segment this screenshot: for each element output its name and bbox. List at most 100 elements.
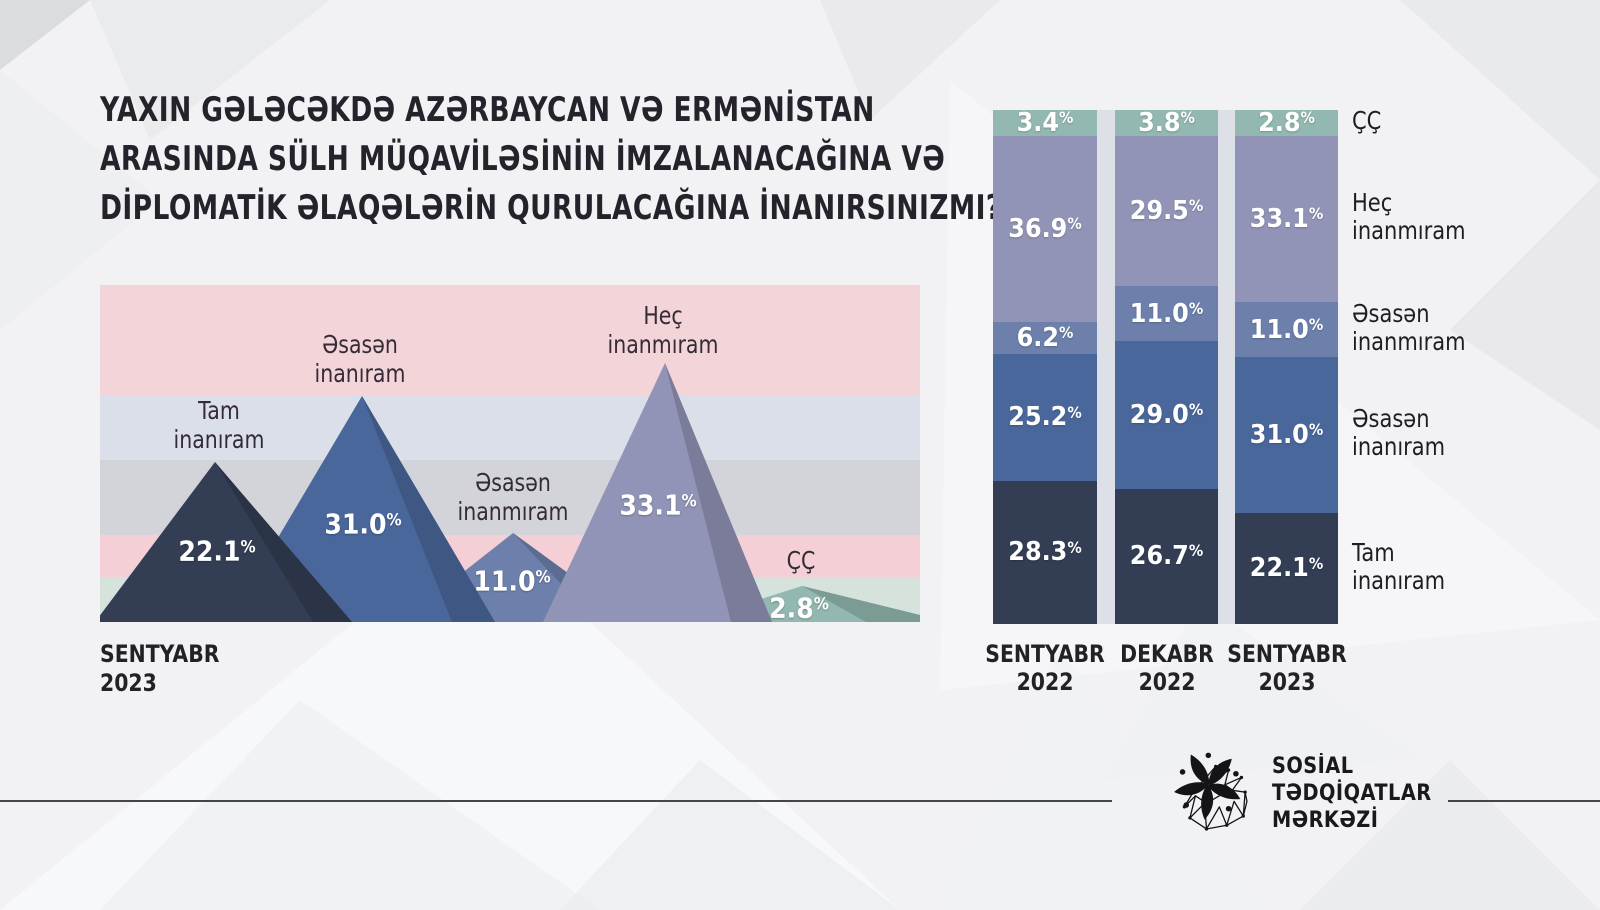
org-logo-icon bbox=[1174, 752, 1248, 831]
mountain-chart-plot bbox=[100, 285, 920, 622]
segment-value-label: 11.0% bbox=[1239, 315, 1334, 345]
segment-value-label: 3.4% bbox=[997, 108, 1093, 138]
segment-value-label: 26.7% bbox=[1119, 541, 1214, 571]
segment-value-number: 26.7 bbox=[1129, 541, 1189, 572]
segment-value-number: 3.8 bbox=[1138, 108, 1181, 138]
segment-value-number: 36.9 bbox=[1008, 214, 1068, 245]
percent-sign: % bbox=[1308, 315, 1324, 334]
footer-rule-right bbox=[1448, 800, 1600, 802]
segment-value-number: 28.3 bbox=[1008, 537, 1068, 568]
bar-axis-label-1-line2: 2022 bbox=[1138, 668, 1195, 696]
mountain-shapes bbox=[100, 363, 920, 622]
legend-line: inanıram bbox=[1352, 565, 1446, 595]
percent-sign: % bbox=[1059, 324, 1074, 343]
bar-dekabr-2022: 3.8% 29.5% 11.0% 29.0% 26.7% bbox=[1115, 108, 1218, 624]
legend-line: Tam bbox=[1352, 537, 1395, 567]
segment-hec-inanmiram: 29.5% bbox=[1115, 136, 1218, 286]
org-name-line3: MƏRKƏZİ bbox=[1272, 808, 1379, 833]
bar-axis-label-1-line1: DEKABR bbox=[1119, 640, 1214, 668]
legend-item-cc: ÇÇ bbox=[1352, 107, 1381, 135]
segment-value-label: 3.8% bbox=[1119, 108, 1214, 138]
segment-value-label: 6.2% bbox=[997, 323, 1093, 353]
segment-value-number: 33.1 bbox=[1249, 204, 1309, 235]
percent-sign: % bbox=[1308, 554, 1324, 573]
segment-value-label: 36.9% bbox=[997, 214, 1093, 244]
bar-gap-0 bbox=[1097, 110, 1115, 624]
org-name: SOSİAL TƏDQİQATLAR MƏRKƏZİ bbox=[1272, 753, 1432, 834]
percent-sign: % bbox=[1308, 205, 1324, 224]
legend-item-hec-inanmiram: Heç inanmıram bbox=[1352, 189, 1466, 245]
segment-value-label: 29.5% bbox=[1119, 196, 1214, 226]
segment-value-number: 29.0 bbox=[1129, 399, 1189, 430]
percent-sign: % bbox=[1188, 542, 1204, 561]
segment-value-label: 29.0% bbox=[1119, 400, 1214, 430]
mountain-tam-inaniram-shade bbox=[215, 462, 352, 622]
legend-item-esasen-inanmiram: Əsasən inanmıram bbox=[1352, 298, 1466, 356]
segment-tam-inaniram: 28.3% bbox=[993, 481, 1097, 624]
segment-value-number: 31.0 bbox=[1249, 420, 1309, 451]
segment-esasen-inaniram: 29.0% bbox=[1115, 341, 1218, 489]
legend-item-esasen-inaniram: Əsasən inanıram bbox=[1352, 405, 1445, 461]
segment-cc: 3.8% bbox=[1115, 108, 1218, 138]
bar-sentyabr-2022: 3.4% 36.9% 6.2% 25.2% 28.3% bbox=[993, 108, 1097, 624]
segment-hec-inanmiram: 33.1% bbox=[1235, 136, 1338, 303]
legend-item-tam-inaniram: Tam inanıram bbox=[1352, 537, 1446, 595]
percent-sign: % bbox=[1188, 197, 1204, 216]
mountain-esasen-inaniram-shade bbox=[362, 396, 495, 622]
legend-line: inanmıram bbox=[1352, 216, 1466, 246]
segment-esasen-inaniram: 31.0% bbox=[1235, 357, 1338, 514]
bar-axis-label-2-line1: SENTYABR bbox=[1226, 640, 1347, 668]
mountain-cc-shade bbox=[802, 586, 920, 622]
segment-cc: 3.4% bbox=[993, 108, 1097, 138]
page-title-line1: YAXIN GƏLƏCƏKDƏ AZƏRBAYCAN VƏ ERMƏNİSTAN bbox=[100, 90, 875, 130]
bar-axis-label-0-line1: SENTYABR bbox=[985, 640, 1105, 668]
segment-esasen-inanmiram: 11.0% bbox=[1235, 302, 1338, 358]
mountain-hec-inanmiram-shade bbox=[665, 363, 772, 622]
mountain-chart-period-label: SENTYABR 2023 bbox=[100, 640, 219, 698]
segment-value-label: 25.2% bbox=[997, 402, 1093, 432]
segment-esasen-inaniram: 25.2% bbox=[993, 353, 1097, 482]
footer-rule-left bbox=[0, 800, 1112, 802]
segment-value-number: 25.2 bbox=[1008, 402, 1068, 433]
legend-line: inanıram bbox=[1352, 432, 1446, 462]
segment-hec-inanmiram: 36.9% bbox=[993, 136, 1097, 323]
bar-sentyabr-2023: 2.8% 33.1% 11.0% 31.0% 22.1% bbox=[1235, 108, 1338, 624]
bar-gap-1 bbox=[1218, 110, 1235, 624]
period-line1: SENTYABR bbox=[100, 640, 220, 668]
segment-value-number: 6.2 bbox=[1016, 323, 1060, 354]
percent-sign: % bbox=[1180, 109, 1195, 128]
percent-sign: % bbox=[1067, 538, 1082, 557]
percent-sign: % bbox=[1308, 421, 1324, 440]
page-title-line2: ARASINDA SÜLH MÜQAVİLƏSİNİN İMZALANACAĞI… bbox=[100, 139, 946, 179]
legend-line: inanmıram bbox=[1352, 326, 1466, 356]
percent-sign: % bbox=[1188, 401, 1204, 420]
plot-band-1 bbox=[100, 396, 920, 460]
segment-value-label: 33.1% bbox=[1239, 204, 1334, 234]
org-name-line2: TƏDQİQATLAR bbox=[1272, 781, 1432, 806]
segment-value-number: 3.4 bbox=[1016, 108, 1060, 138]
page-title-line3: DİPLOMATİK ƏLAQƏLƏRİN QURULACAĞINA İNANI… bbox=[100, 188, 1002, 228]
bar-axis-label-0: SENTYABR 2022 bbox=[985, 640, 1104, 696]
segment-value-number: 11.0 bbox=[1129, 298, 1189, 329]
bar-axis-label-1: DEKABR 2022 bbox=[1120, 640, 1214, 696]
legend-line: Əsasən bbox=[1352, 404, 1430, 434]
segment-tam-inaniram: 22.1% bbox=[1235, 513, 1338, 624]
segment-value-label: 22.1% bbox=[1239, 553, 1334, 583]
segment-value-number: 29.5 bbox=[1129, 195, 1189, 226]
plot-band-0 bbox=[100, 285, 920, 396]
legend-line: Əsasən bbox=[1352, 298, 1430, 328]
segment-value-label: 28.3% bbox=[997, 537, 1093, 567]
segment-cc: 2.8% bbox=[1235, 108, 1338, 138]
segment-value-number: 2.8 bbox=[1258, 108, 1301, 138]
percent-sign: % bbox=[1188, 299, 1204, 318]
segment-tam-inaniram: 26.7% bbox=[1115, 488, 1218, 624]
segment-esasen-inanmiram: 6.2% bbox=[993, 322, 1097, 354]
bar-axis-label-2: SENTYABR 2023 bbox=[1227, 640, 1346, 696]
percent-sign: % bbox=[1067, 215, 1082, 234]
bar-axis-label-2-line2: 2023 bbox=[1258, 668, 1315, 696]
legend-line: ÇÇ bbox=[1352, 106, 1382, 135]
percent-sign: % bbox=[1059, 109, 1074, 128]
segment-value-number: 22.1 bbox=[1249, 553, 1309, 584]
org-name-line1: SOSİAL bbox=[1272, 754, 1354, 779]
